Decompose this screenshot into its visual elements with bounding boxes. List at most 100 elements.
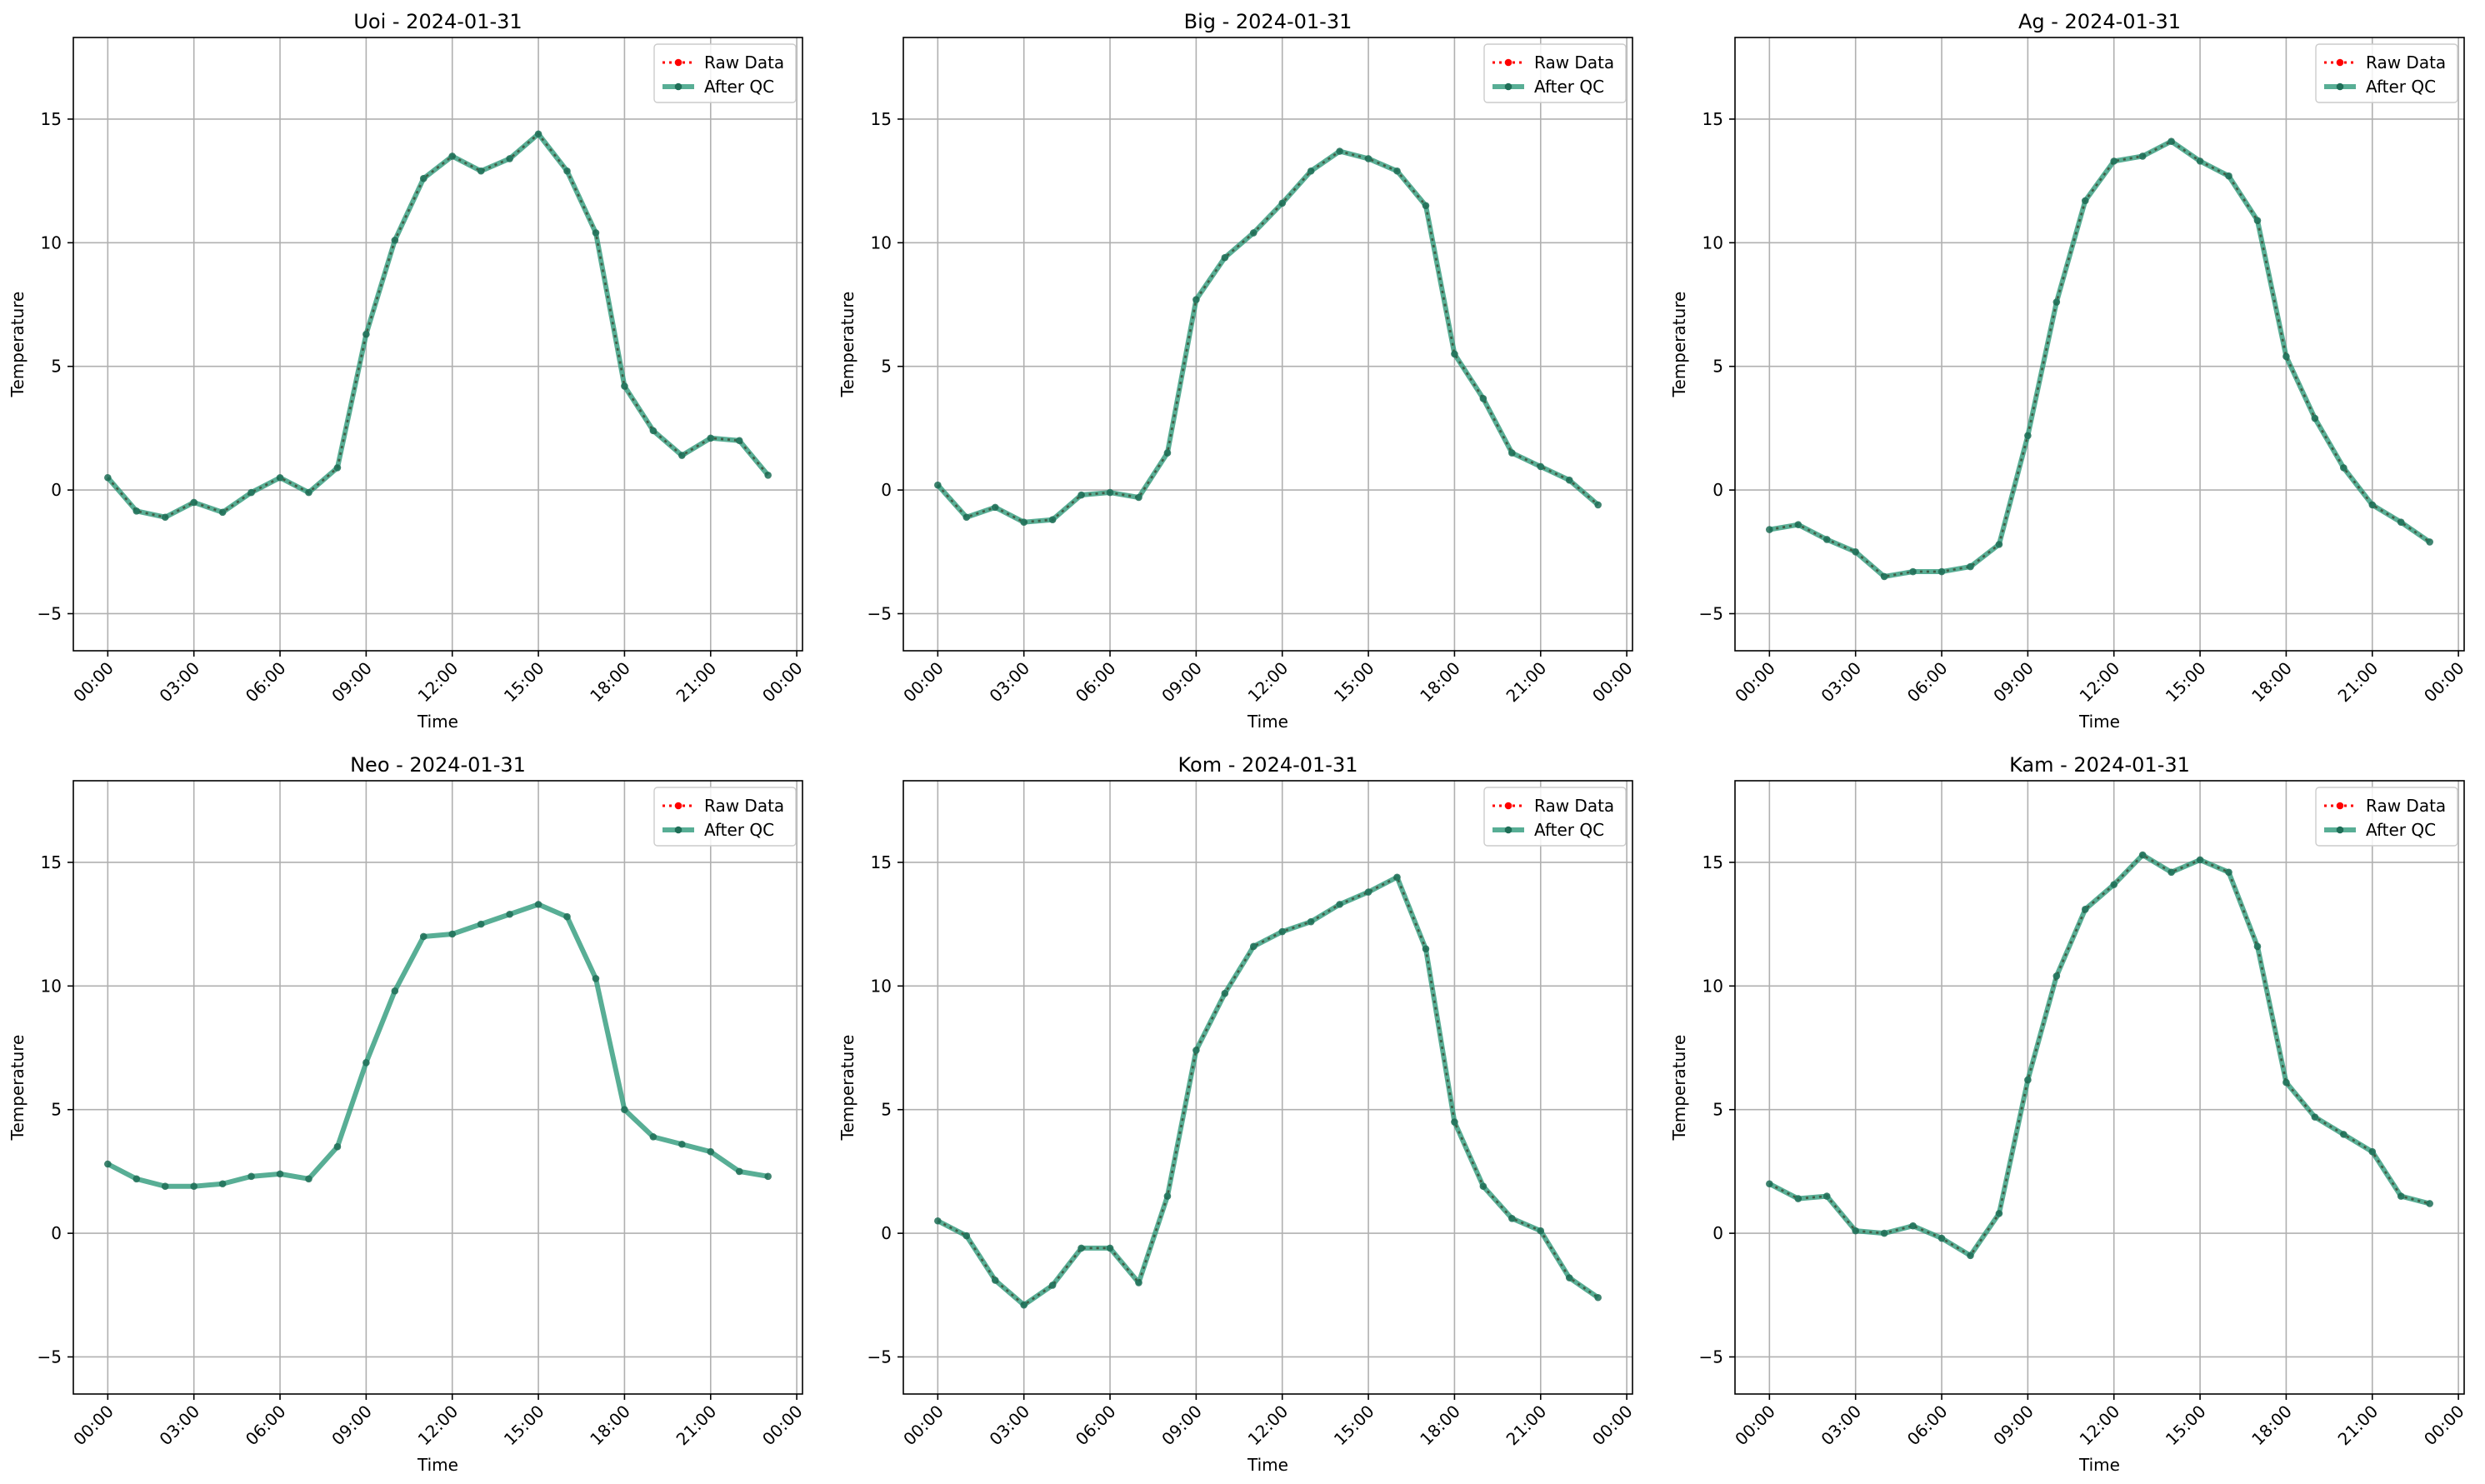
data-point [1995,541,2003,548]
x-tick-label: 15:00 [500,658,548,707]
x-tick-label: 21:00 [2334,658,2382,707]
data-point [1336,901,1343,908]
y-tick-label: 0 [881,1223,892,1243]
data-point [2225,868,2232,877]
x-tick-label: 09:00 [328,658,376,707]
data-point [1909,1222,1917,1230]
data-point [1967,1252,1974,1260]
x-tick-label: 12:00 [2076,658,2124,707]
legend-raw-label: Raw Data [2366,796,2446,816]
data-point [707,1147,715,1156]
y-axis-label: Temperature [838,1035,858,1142]
x-tick-label: 06:00 [242,1402,290,1450]
plot-frame [1734,37,2465,652]
y-axis-label: Temperature [838,292,858,398]
data-point [649,427,658,435]
x-tick-label: 00:00 [2420,1402,2468,1450]
data-point [2196,157,2204,165]
data-point [1020,518,1028,526]
data-point [1794,521,1802,528]
legend-qc-marker [674,826,682,834]
legend: Raw Data After QC [1483,43,1627,103]
data-point [2081,906,2089,913]
data-point [2368,501,2377,509]
legend-raw-marker [2336,802,2344,810]
data-point [1106,488,1114,497]
data-point [1221,989,1229,997]
x-tick-label: 18:00 [2248,658,2296,707]
y-axis-label: Temperature [1669,1035,1689,1142]
data-point [2081,197,2089,205]
x-tick-label: 03:00 [985,658,1033,707]
x-tick-label: 21:00 [1502,658,1551,707]
chart-panel-1: −5 0 5 10 15 00:00 03:00 06:00 09:00 12:00 15:00 18… [8,10,807,732]
raw-data-line-overlay [1768,853,2430,1257]
data-point [1822,536,1831,543]
data-point [991,1277,999,1284]
legend-qc-marker [674,82,682,91]
x-tick-label: 09:00 [328,1402,376,1450]
legend-qc-label: After QC [704,820,774,840]
data-point [649,1133,658,1141]
data-point [1393,167,1401,175]
raw-data-line-overlay [937,150,1599,523]
legend: Raw Data After QC [2315,43,2458,103]
data-point [477,920,485,928]
legend: Raw Data After QC [653,787,797,847]
data-point [362,330,370,338]
data-point [391,987,399,995]
data-point [1451,1118,1458,1126]
data-point [2397,1192,2405,1200]
x-tick-label: 21:00 [672,1402,721,1450]
data-point [2168,137,2175,145]
data-point [1479,394,1488,402]
y-tick-label: 10 [41,232,62,252]
x-tick-label: 03:00 [1817,658,1865,707]
y-axis-label: Temperature [8,292,28,398]
data-point [534,130,542,138]
data-point [1221,253,1229,262]
chart-panel-5: −5 0 5 10 15 00:00 03:00 06:00 09:00 12:00 15:00 18… [838,753,1637,1475]
x-tick-label: 09:00 [1158,1402,1206,1450]
raw-data-line-overlay [937,876,1599,1307]
data-point [2110,881,2118,888]
data-point [477,167,485,175]
data-point [1078,1244,1085,1252]
data-point [1278,199,1287,207]
y-tick-label: −5 [38,1347,62,1367]
data-point [1135,1279,1142,1287]
data-point [2253,942,2262,951]
x-tick-label: 12:00 [2076,1402,2124,1450]
data-point [1135,493,1142,502]
chart-title: Kom - 2024-01-31 [1178,753,1358,777]
data-point [1479,1182,1488,1191]
data-point [419,174,428,182]
data-point [190,1182,198,1191]
x-tick-label: 12:00 [414,1402,462,1450]
y-tick-label: 10 [1702,976,1723,996]
legend-raw-marker [674,802,682,810]
y-tick-label: 15 [871,852,892,872]
after-qc-line [1768,138,2432,579]
data-point [621,382,628,390]
data-point [764,1172,772,1181]
data-point [1078,491,1085,499]
y-tick-label: −5 [868,1347,892,1367]
legend-qc-marker [2336,82,2344,91]
data-point [276,1170,284,1178]
data-point [2168,868,2175,877]
x-tick-label: 03:00 [155,1402,203,1450]
data-point [391,237,399,244]
legend-raw-label: Raw Data [1534,52,1614,72]
after-qc-line [936,148,1600,525]
data-point [1909,567,1917,576]
data-point [1938,1234,1946,1242]
after-qc-line [1768,852,2431,1258]
data-point [1594,501,1602,509]
x-tick-label: 00:00 [1588,658,1637,707]
y-tick-label: 5 [51,1100,62,1120]
x-tick-label: 09:00 [1158,658,1206,707]
x-tick-label: 18:00 [1416,1402,1464,1450]
data-point [448,930,457,938]
x-tick-label: 21:00 [672,658,721,707]
